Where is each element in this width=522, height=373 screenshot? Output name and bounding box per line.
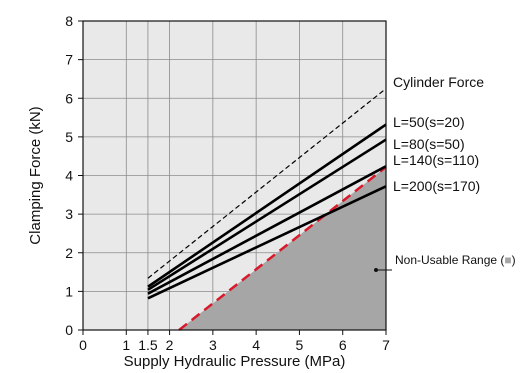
y-tick-label: 4 xyxy=(65,168,73,184)
x-tick-label: 1.5 xyxy=(138,337,158,353)
series-line-0 xyxy=(147,88,387,279)
y-tick-label: 7 xyxy=(65,52,73,68)
series-label-4: L=200(s=170) xyxy=(393,178,480,194)
y-tick-label: 2 xyxy=(65,245,73,261)
non-usable-range-label: Non-Usable Range (■) xyxy=(395,253,516,267)
x-tick-label: 5 xyxy=(296,337,304,353)
y-tick-label: 5 xyxy=(65,129,73,145)
y-tick-label: 1 xyxy=(65,283,73,299)
y-axis-ticks: 0 1 2 3 4 5 6 7 8 xyxy=(65,13,83,338)
non-usable-range-annotation: Non-Usable Range (■) xyxy=(374,253,516,272)
x-tick-label: 1 xyxy=(122,337,130,353)
x-tick-label: 3 xyxy=(209,337,217,353)
non-usable-range-boundary xyxy=(178,166,387,331)
x-tick-label: 0 xyxy=(79,337,87,353)
series-lines xyxy=(147,88,387,300)
range-swatch-icon: ■ xyxy=(504,253,511,267)
series-line-2 xyxy=(147,138,387,291)
x-tick-label: 4 xyxy=(252,337,260,353)
series-label-0: Cylinder Force xyxy=(393,74,484,90)
y-axis-title: Clamping Force (kN) xyxy=(27,106,44,244)
y-tick-label: 6 xyxy=(65,90,73,106)
x-axis-title: Supply Hydraulic Pressure (MPa) xyxy=(124,353,346,370)
series-line-4 xyxy=(147,185,387,300)
y-tick-label: 8 xyxy=(65,13,73,29)
x-axis-ticks: 0 1 1.5 2 3 4 5 6 7 xyxy=(79,330,390,353)
series-label-2: L=80(s=50) xyxy=(393,136,465,152)
series-label-3: L=140(s=110) xyxy=(393,152,479,168)
x-tick-label: 7 xyxy=(382,337,390,353)
x-tick-label: 2 xyxy=(166,337,174,353)
series-line-1 xyxy=(147,123,387,288)
y-tick-label: 3 xyxy=(65,206,73,222)
series-line-3 xyxy=(147,165,387,295)
series-labels: Cylinder Force L=50(s=20) L=80(s=50)L=140(… xyxy=(393,74,484,194)
series-label-1: L=50(s=20) xyxy=(393,114,465,130)
x-tick-label: 6 xyxy=(339,337,347,353)
y-tick-label: 0 xyxy=(65,322,73,338)
